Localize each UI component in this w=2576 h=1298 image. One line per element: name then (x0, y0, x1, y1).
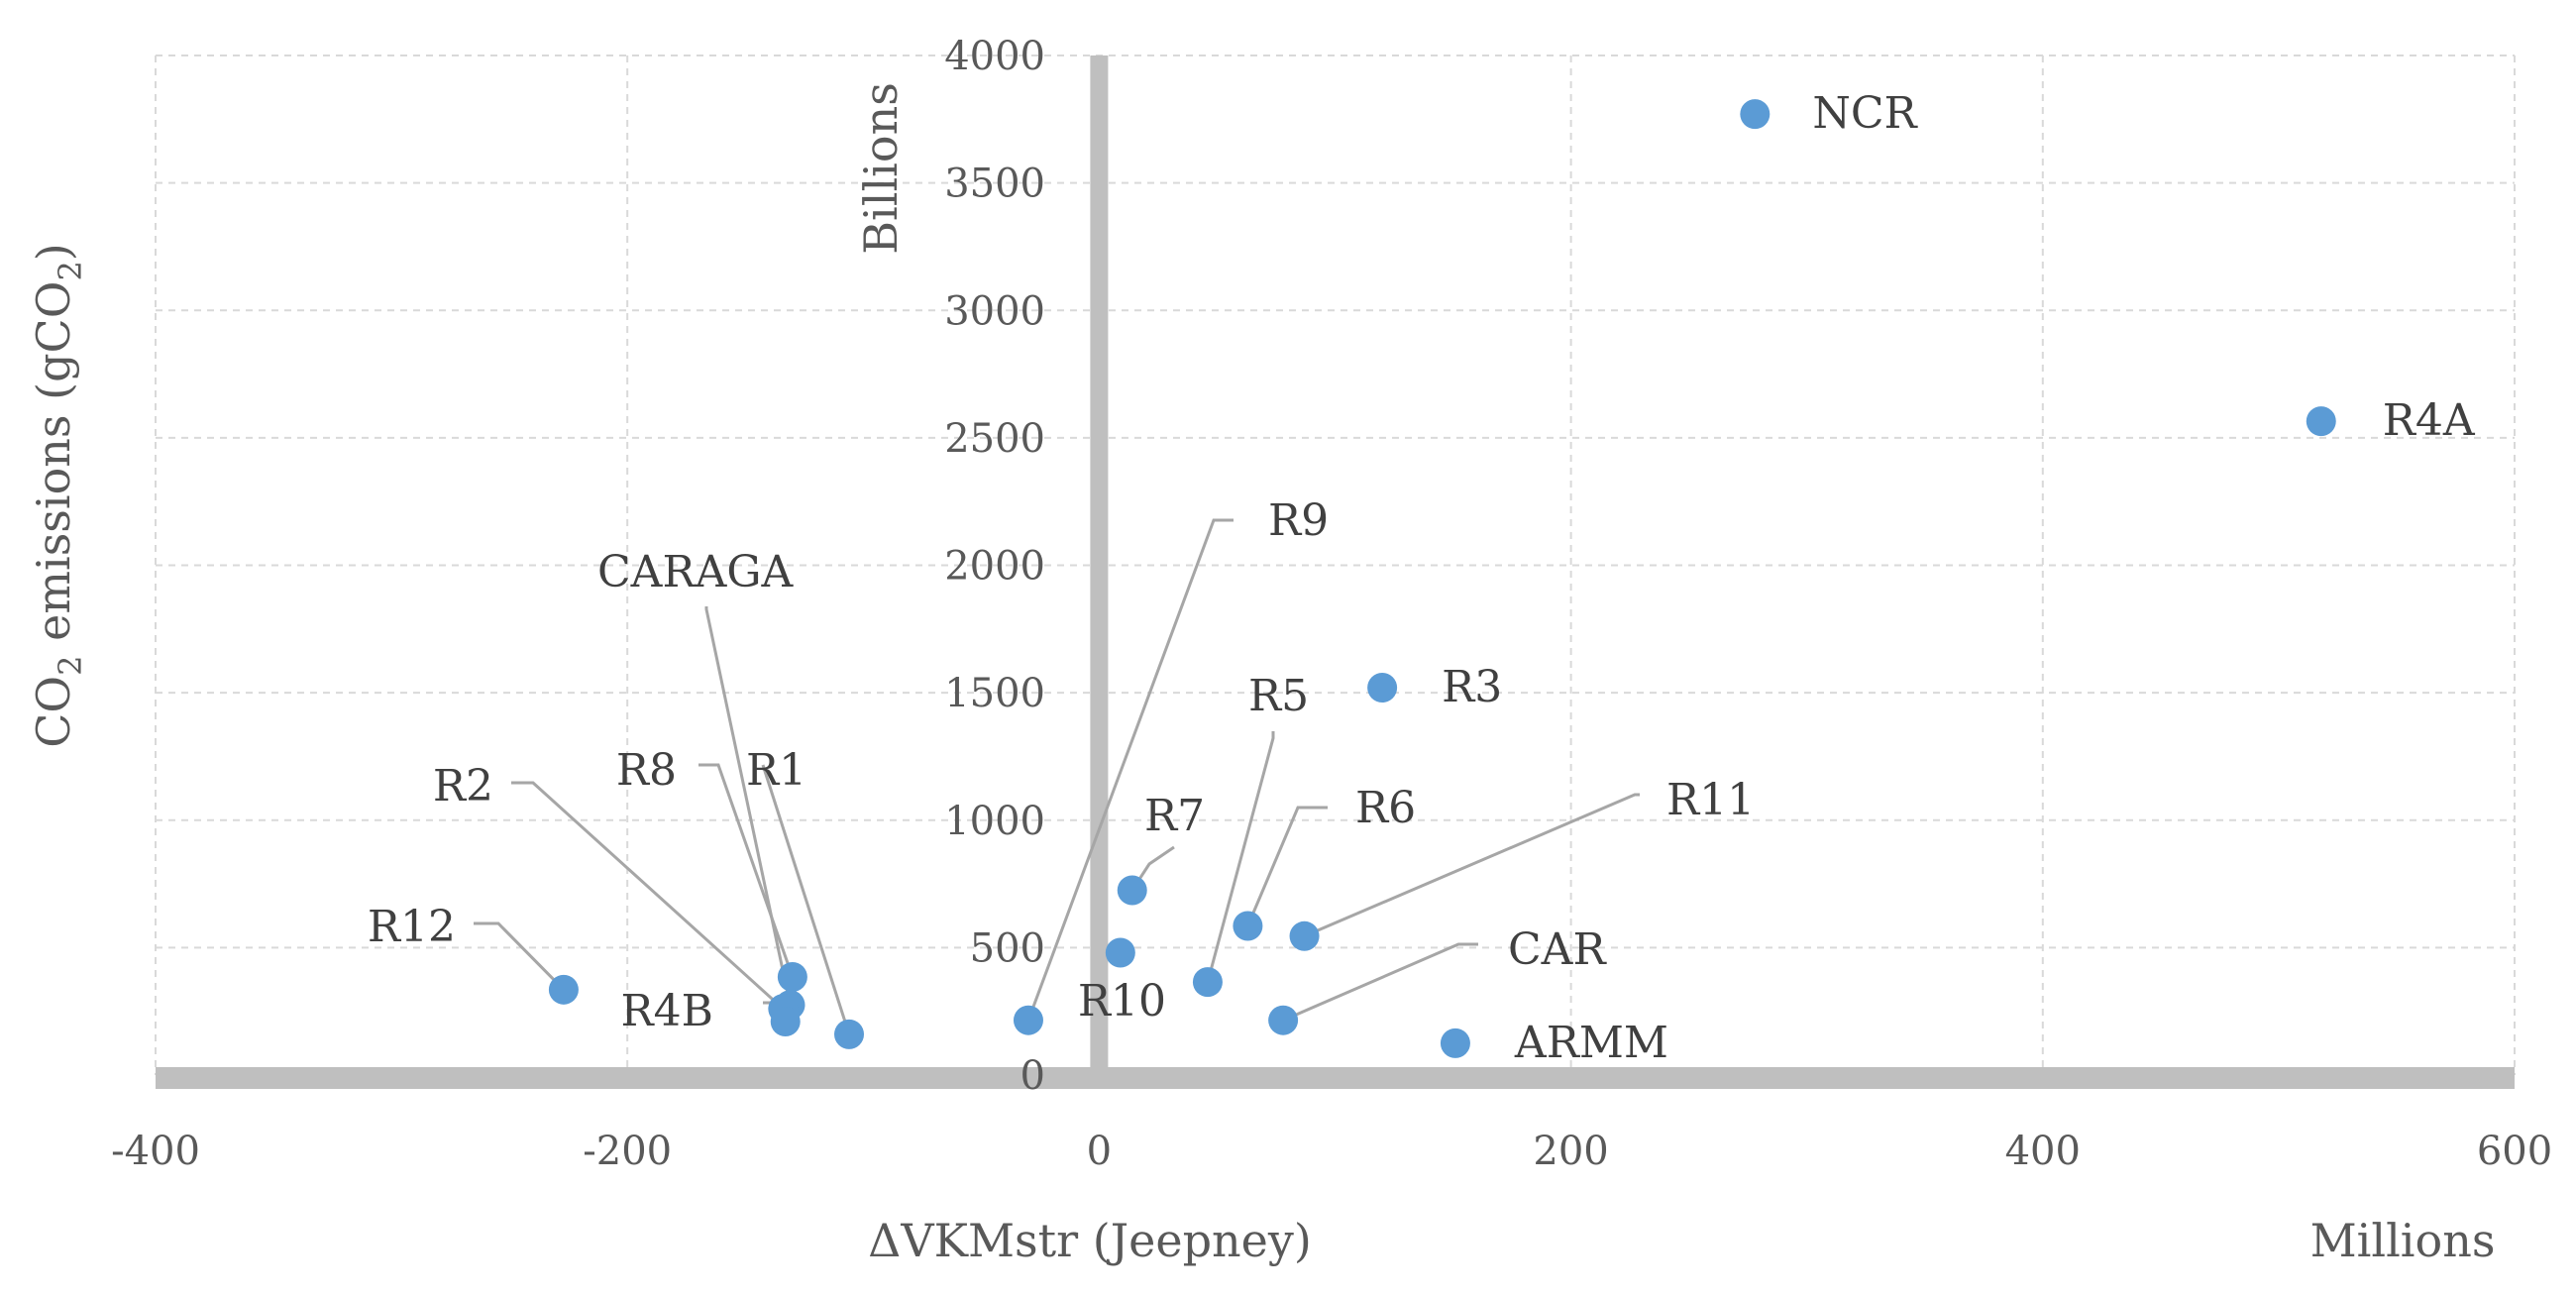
data-label: R11 (1666, 775, 1755, 825)
axes (156, 55, 2515, 1089)
leader-line (1303, 793, 1640, 938)
y-axis-title: CO2 emissions (gCO2) (27, 243, 89, 748)
leader-line (474, 921, 565, 991)
data-point (1233, 911, 1263, 941)
y-axis-unit-label: Billions (854, 82, 908, 255)
data-label: ARMM (1514, 1018, 1668, 1068)
point-labels: NCR R4A R3 R7 R6 R11 R10 R5 CAR ARMM R9 R12 R8 R1 CARA… (368, 88, 2476, 1068)
data-point (1013, 1005, 1043, 1035)
y-tick-label: 2000 (944, 544, 1045, 590)
y-tick-label: 3500 (944, 162, 1045, 207)
y-tick-label: 500 (970, 925, 1045, 971)
data-label: R7 (1144, 791, 1205, 841)
data-point (1117, 875, 1147, 906)
data-point (1367, 672, 1398, 703)
data-label: CAR (1508, 924, 1607, 975)
data-label: R3 (1442, 662, 1502, 712)
leader-line (1206, 731, 1275, 983)
x-axis-title: ΔVKMstr (Jeepney) (868, 1214, 1312, 1267)
data-label: R10 (1078, 976, 1166, 1027)
y-tick-label: 1000 (944, 799, 1045, 844)
tick-labels: -400 -200 0 200 400 600 0 500 1000 1500 2000 2500 30… (111, 34, 2552, 1174)
data-label: R2 (433, 761, 493, 811)
data-point (1192, 967, 1223, 998)
leader-line (511, 781, 785, 1011)
data-point (777, 961, 807, 992)
data-point (548, 974, 579, 1005)
leader-line (1282, 942, 1478, 1023)
data-point (1289, 920, 1320, 951)
data-label: R8 (616, 745, 677, 796)
leader-line (704, 606, 792, 1006)
x-axis-unit-label: Millions (2310, 1214, 2496, 1267)
data-label: R4A (2383, 395, 2476, 446)
y-tick-label: 4000 (944, 34, 1045, 79)
x-axis-line (156, 1067, 2515, 1089)
data-point (1440, 1028, 1470, 1058)
leader-lines (474, 518, 1640, 1035)
y-tick-label: 2500 (944, 416, 1045, 462)
data-label: R4B (621, 986, 713, 1036)
data-label: R6 (1355, 783, 1416, 833)
y-axis-line (1090, 55, 1109, 1085)
data-label: NCR (1812, 88, 1918, 139)
data-points (548, 99, 2336, 1058)
x-tick-label: -400 (111, 1129, 200, 1174)
y-tick-label: 0 (1020, 1053, 1045, 1099)
data-label: CARAGA (597, 547, 794, 597)
leader-line (1246, 806, 1328, 927)
data-point (1268, 1005, 1299, 1035)
data-label: R9 (1268, 495, 1329, 546)
x-tick-label: 200 (1533, 1129, 1608, 1174)
data-label: R1 (746, 745, 806, 796)
data-label: R5 (1248, 671, 1309, 721)
y-tick-label: 1500 (944, 671, 1045, 716)
data-point (1105, 937, 1135, 968)
data-point (834, 1019, 865, 1049)
data-point (770, 1006, 801, 1036)
data-point (1740, 99, 1771, 130)
x-tick-label: 400 (2005, 1129, 2081, 1174)
x-tick-label: 0 (1087, 1129, 1112, 1174)
x-tick-label: -200 (583, 1129, 672, 1174)
data-point (2306, 406, 2336, 437)
data-label: R12 (368, 902, 456, 952)
y-tick-label: 3000 (944, 288, 1045, 334)
leader-line (761, 764, 851, 1035)
x-tick-label: 600 (2477, 1129, 2552, 1174)
leader-line (1026, 518, 1234, 1022)
